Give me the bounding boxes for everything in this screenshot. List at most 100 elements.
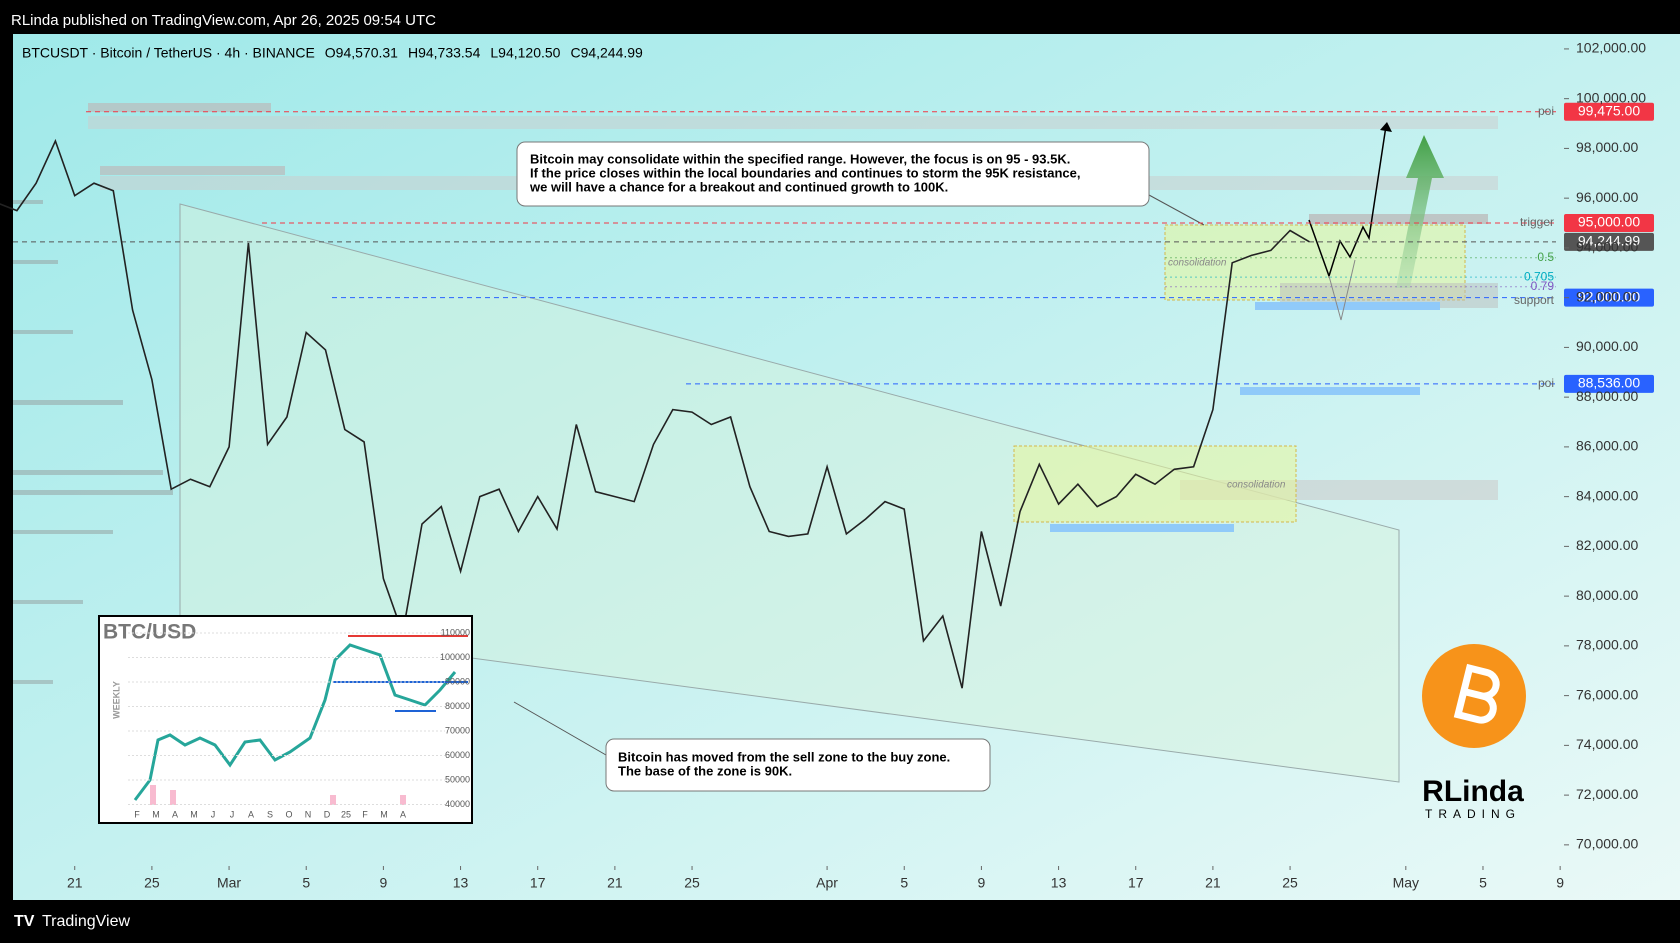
inset-subtitle: WEEKLY	[111, 681, 121, 719]
note-line: Bitcoin may consolidate within the speci…	[530, 151, 1070, 166]
price-label-box	[1564, 214, 1654, 233]
symbol: BTCUSDT · Bitcoin / TetherUS · 4h · BINA…	[22, 45, 315, 61]
inset-y-label: 90000	[445, 676, 470, 686]
inset-y-label: 50000	[445, 774, 470, 784]
y-tick-label: 102,000.00	[1576, 40, 1646, 56]
inset-x-label: N	[305, 809, 312, 819]
inset-y-label: 80000	[445, 701, 470, 711]
y-tick-label: 72,000.00	[1576, 786, 1638, 802]
price-label: 99,475.00	[1578, 102, 1640, 118]
y-tick-label: 86,000.00	[1576, 438, 1638, 454]
drawings	[13, 103, 1498, 783]
inset-x-label: S	[267, 809, 273, 819]
y-tick-label: 90,000.00	[1576, 338, 1638, 354]
note-1: Bitcoin may consolidate within the speci…	[516, 141, 1150, 207]
inset-y-label: 70000	[445, 725, 470, 735]
header: RLinda published on TradingView.com, Apr…	[11, 12, 436, 29]
inset-title: BTC/USD	[103, 621, 196, 644]
inset-x-label: A	[172, 809, 178, 819]
x-tick-label: 9	[379, 875, 387, 891]
x-tick-label: 17	[530, 875, 546, 891]
y-tick-label: 78,000.00	[1576, 637, 1638, 653]
price-label-box	[1564, 374, 1654, 393]
inset-x-label: A	[248, 809, 254, 819]
price-label-box	[1564, 232, 1654, 251]
x-tick-label: Mar	[217, 875, 241, 891]
logo-text: RLinda	[1422, 775, 1524, 808]
x-tick-label: 9	[1556, 875, 1564, 891]
y-tick-label: 88,000.00	[1576, 388, 1638, 404]
inset-x-label: D	[324, 809, 331, 819]
inset-x-label: M	[190, 809, 198, 819]
y-tick-label: 84,000.00	[1576, 487, 1638, 503]
price-label: 94,244.99	[1578, 233, 1640, 249]
level-name: poi	[1538, 376, 1554, 390]
fib-label: 0.79	[1531, 279, 1555, 293]
inset-x-label: O	[285, 809, 292, 819]
price-label-box	[1564, 288, 1654, 307]
note-2: Bitcoin has moved from the sell zone to …	[605, 738, 991, 792]
inset-x-label: F	[134, 809, 140, 819]
note-line: we will have a chance for a breakout and…	[529, 179, 948, 194]
inset-y-label: 40000	[445, 799, 470, 809]
x-tick-label: 5	[1479, 875, 1487, 891]
x-tick-label: 9	[978, 875, 986, 891]
x-tick-label: 21	[1205, 875, 1221, 891]
x-tick-label: 21	[67, 875, 83, 891]
x-tick-label: 17	[1128, 875, 1144, 891]
note-line: If the price closes within the local bou…	[530, 165, 1080, 180]
y-tick-label: 100,000.00	[1576, 89, 1646, 105]
price-label: 88,536.00	[1578, 375, 1640, 391]
inset-y-label: 60000	[445, 750, 470, 760]
zone-label: consolidation	[1227, 480, 1286, 491]
price-label: 95,000.00	[1578, 214, 1640, 230]
inset-x-label: M	[152, 809, 160, 819]
y-tick-label: 74,000.00	[1576, 736, 1638, 752]
x-tick-label: 25	[684, 875, 700, 891]
fib-label: 0.705	[1524, 269, 1554, 283]
x-tick-label: 21	[607, 875, 623, 891]
y-tick-label: 76,000.00	[1576, 686, 1638, 702]
y-tick-label: 92,000.00	[1576, 288, 1638, 304]
fib-label: 0.5	[1537, 250, 1554, 264]
x-tick-label: 25	[1282, 875, 1298, 891]
x-tick-label: Apr	[816, 875, 838, 891]
y-tick-label: 94,000.00	[1576, 239, 1638, 255]
level-name: trigger	[1520, 215, 1554, 229]
svg-text:TV: TV	[14, 913, 35, 930]
x-tick-label: May	[1393, 875, 1419, 891]
ohlc-value: H94,733.54	[408, 45, 481, 61]
zone-label: consolidation	[1168, 258, 1227, 269]
level-name: poi	[1538, 104, 1554, 118]
y-tick-label: 70,000.00	[1576, 836, 1638, 852]
price-label: 92,000.00	[1578, 288, 1640, 304]
footer-text: TradingView	[42, 913, 130, 930]
x-tick-label: 5	[900, 875, 908, 891]
price-label-box	[1564, 102, 1654, 121]
level-name: support	[1514, 293, 1555, 307]
price-line	[0, 138, 1310, 689]
inset-x-label: J	[230, 809, 235, 819]
inset-x-label: A	[400, 809, 406, 819]
y-tick-label: 80,000.00	[1576, 587, 1638, 603]
inset-y-label: 110000	[441, 627, 470, 637]
ohlc-value: C94,244.99	[570, 45, 643, 61]
inset: BTC/USD WEEKLY 110000 100000 90000 80000 700…	[98, 615, 473, 824]
ohlc-value: L94,120.50	[490, 45, 560, 61]
ohlc-value: O94,570.31	[325, 45, 398, 61]
x-tick-label: 13	[453, 875, 469, 891]
note-line: The base of the zone is 90K.	[618, 763, 792, 778]
note-line: Bitcoin has moved from the sell zone to …	[618, 749, 950, 764]
inset-y-label: 100000	[440, 652, 470, 662]
inset-x-label: F	[362, 809, 368, 819]
inset-x-label: J	[211, 809, 216, 819]
inset-x-label: M	[380, 809, 388, 819]
footer: TV TradingView	[14, 913, 130, 930]
x-tick-label: 25	[144, 875, 160, 891]
x-tick-label: 13	[1051, 875, 1067, 891]
y-tick-label: 82,000.00	[1576, 537, 1638, 553]
y-tick-label: 96,000.00	[1576, 189, 1638, 205]
logo-sub: TRADING	[1425, 807, 1521, 821]
